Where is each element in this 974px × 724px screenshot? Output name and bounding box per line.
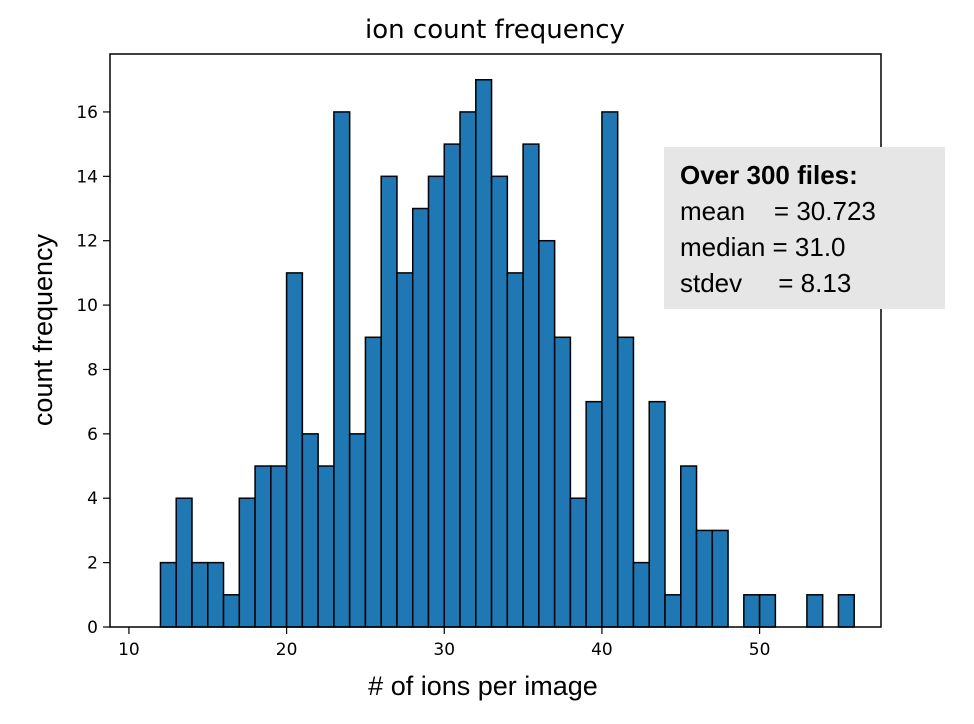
histogram-bar-39 xyxy=(585,400,603,628)
histogram-bar-27 xyxy=(396,272,414,628)
stats-heading: Over 300 files: xyxy=(680,160,858,190)
histogram-bar-55 xyxy=(837,594,855,628)
histogram-bar-30 xyxy=(443,143,461,628)
y-tick-label: 2 xyxy=(87,554,98,574)
chart-title: ion count frequency xyxy=(365,15,625,45)
histogram-bar-44 xyxy=(664,594,682,628)
y-axis-label: count frequency xyxy=(28,233,58,426)
histogram-bar-29 xyxy=(427,175,446,628)
x-axis-ticks: 10 20 30 40 50 xyxy=(118,627,770,660)
histogram-bar-16 xyxy=(222,594,241,628)
x-tick-label: 50 xyxy=(749,640,771,660)
histogram-bar-43 xyxy=(648,400,666,628)
histogram-bar-14 xyxy=(191,561,209,628)
histogram-bar-12 xyxy=(159,561,177,628)
stats-box: Over 300 files: mean = 30.723 median = 3… xyxy=(664,147,945,309)
histogram-bar-42 xyxy=(632,561,650,628)
y-tick-label: 8 xyxy=(87,360,98,380)
y-tick-label: 0 xyxy=(87,618,98,638)
histogram-bar-45 xyxy=(680,465,698,628)
x-tick-label: 40 xyxy=(591,640,613,660)
y-tick-label: 4 xyxy=(87,489,98,509)
histogram-bar-41 xyxy=(616,336,635,628)
y-tick-label: 16 xyxy=(76,103,98,123)
histogram-bar-23 xyxy=(333,111,351,628)
histogram-bar-31 xyxy=(459,111,477,628)
stats-mean: mean = 30.723 xyxy=(680,196,876,226)
histogram-bar-34 xyxy=(506,272,524,628)
histogram-bar-19 xyxy=(270,465,288,628)
x-tick-label: 20 xyxy=(276,640,298,660)
y-tick-label: 10 xyxy=(76,296,98,316)
histogram-bar-53 xyxy=(806,594,824,628)
histogram-bar-46 xyxy=(695,529,714,628)
y-tick-label: 12 xyxy=(76,232,98,252)
histogram-bar-38 xyxy=(569,497,587,628)
y-tick-label: 14 xyxy=(76,167,98,187)
histogram-bar-49 xyxy=(743,594,761,628)
histogram-bar-21 xyxy=(301,433,319,628)
histogram-bar-25 xyxy=(364,336,382,628)
histogram-bar-50 xyxy=(758,594,777,628)
histogram-bar-17 xyxy=(238,497,256,628)
stats-stdev: stdev = 8.13 xyxy=(680,268,852,298)
histogram-bar-35 xyxy=(522,143,540,628)
x-axis-label: # of ions per image xyxy=(368,671,598,701)
histogram-bar-13 xyxy=(175,497,193,628)
plot-frame xyxy=(109,53,882,628)
histogram-bar-33 xyxy=(490,175,509,628)
histogram-bar-26 xyxy=(380,175,398,628)
x-tick-label: 10 xyxy=(118,640,140,660)
histogram-bar-36 xyxy=(538,239,556,628)
histogram-bar-22 xyxy=(317,465,335,628)
histogram-bar-37 xyxy=(553,336,572,628)
histogram-bar-20 xyxy=(285,272,304,628)
y-axis-ticks: 0 2 4 6 8 10 12 14 16 xyxy=(76,103,110,638)
histogram-bar-24 xyxy=(348,433,367,628)
histogram-bar-18 xyxy=(254,465,272,628)
stats-median: median = 31.0 xyxy=(680,232,846,262)
histogram-bar-28 xyxy=(411,207,430,628)
x-tick-label: 30 xyxy=(433,640,455,660)
histogram-bar-32 xyxy=(475,79,493,628)
histogram-bar-40 xyxy=(601,111,619,628)
y-tick-label: 6 xyxy=(87,425,98,445)
bars-group xyxy=(159,79,855,628)
histogram-bar-15 xyxy=(207,561,225,628)
histogram-bar-47 xyxy=(711,529,729,628)
